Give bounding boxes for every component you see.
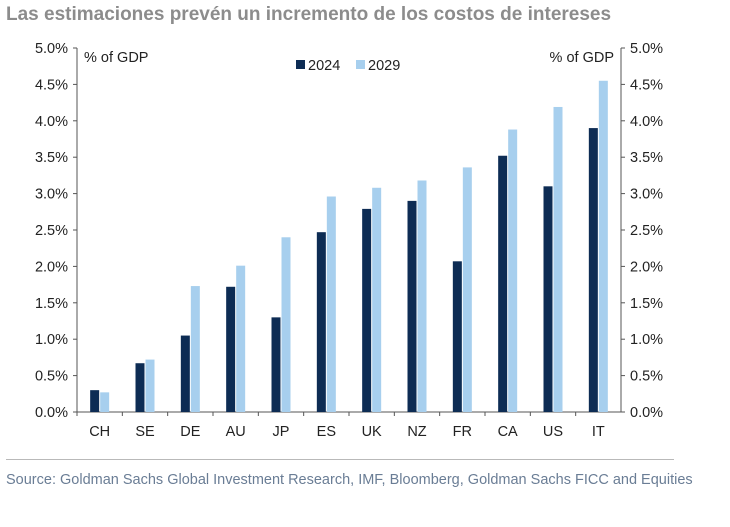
x-tick-label: CH — [89, 424, 110, 440]
bar-2024-UK — [362, 208, 372, 412]
legend-label: 2029 — [368, 58, 400, 74]
bar-2029-CA — [508, 129, 518, 412]
y-tick-label-left: 4.0% — [35, 114, 68, 130]
chart-title: Las estimaciones prevén un incremento de… — [6, 4, 612, 25]
x-tick-label: SE — [135, 424, 155, 440]
y-tick-label-left: 3.5% — [35, 150, 68, 166]
x-tick-label: AU — [226, 424, 246, 440]
y-tick-label-left: 5.0% — [35, 41, 68, 57]
legend-label: 2024 — [308, 58, 340, 74]
bar-2029-IT — [598, 80, 608, 412]
x-tick-label: FR — [453, 424, 472, 440]
bar-chart: 0.0% 0.0% 0.5% 0.5% 1.0% 1.0% 1.5% 1.5% 2.0% 2.0%… — [35, 41, 663, 440]
x-tick-label: IT — [592, 424, 605, 440]
y-axis-label-right: % of GDP — [550, 50, 614, 66]
x-tick-label: ES — [317, 424, 336, 440]
bar-2029-US — [553, 106, 563, 412]
y-tick-label-left: 2.0% — [35, 259, 68, 275]
bar-2024-DE — [180, 335, 190, 412]
legend-swatch-2029 — [356, 60, 365, 69]
y-tick-label-right: 4.5% — [630, 77, 663, 93]
bar-2029-FR — [462, 167, 472, 412]
bar-2024-SE — [135, 363, 145, 412]
y-tick-label-left: 3.0% — [35, 187, 68, 203]
x-tick-label: JP — [273, 424, 290, 440]
bar-2029-CH — [100, 392, 110, 412]
bar-2029-JP — [281, 237, 291, 412]
bar-2029-SE — [145, 359, 155, 412]
bar-2024-AU — [226, 286, 236, 412]
bar-2029-ES — [326, 196, 336, 412]
y-tick-label-right: 2.0% — [630, 259, 663, 275]
y-tick-label-right: 1.0% — [630, 332, 663, 348]
bar-2024-CA — [498, 155, 508, 412]
bar-2029-AU — [236, 265, 246, 412]
y-axis-label-left: % of GDP — [84, 50, 148, 66]
divider — [6, 459, 674, 460]
bar-2024-CH — [90, 390, 100, 412]
x-tick-label: CA — [498, 424, 518, 440]
bar-2024-IT — [588, 128, 598, 412]
y-tick-label-left: 4.5% — [35, 77, 68, 93]
y-tick-label-left: 2.5% — [35, 223, 68, 239]
y-tick-label-right: 0.0% — [630, 405, 663, 421]
y-tick-label-right: 3.0% — [630, 187, 663, 203]
x-tick-label: DE — [180, 424, 200, 440]
x-tick-label: US — [543, 424, 563, 440]
bar-2029-DE — [190, 286, 200, 412]
x-tick-label: UK — [362, 424, 382, 440]
bar-2024-NZ — [407, 200, 417, 412]
y-tick-label-right: 1.5% — [630, 296, 663, 312]
y-tick-label-left: 1.5% — [35, 296, 68, 312]
y-tick-label-right: 2.5% — [630, 223, 663, 239]
bar-2029-UK — [372, 187, 382, 412]
bar-2024-JP — [271, 317, 281, 412]
y-tick-label-right: 0.5% — [630, 369, 663, 385]
y-tick-label-left: 0.0% — [35, 405, 68, 421]
y-tick-label-right: 5.0% — [630, 41, 663, 57]
source-note: Source: Goldman Sachs Global Investment … — [6, 472, 693, 488]
bar-2024-ES — [316, 232, 326, 412]
y-tick-label-right: 4.0% — [630, 114, 663, 130]
y-tick-label-left: 0.5% — [35, 369, 68, 385]
y-tick-label-left: 1.0% — [35, 332, 68, 348]
y-tick-label-right: 3.5% — [630, 150, 663, 166]
legend-swatch-2024 — [296, 60, 305, 69]
bar-2024-US — [543, 186, 553, 412]
bar-2024-FR — [452, 261, 462, 412]
x-tick-label: NZ — [407, 424, 426, 440]
bar-2029-NZ — [417, 180, 427, 412]
